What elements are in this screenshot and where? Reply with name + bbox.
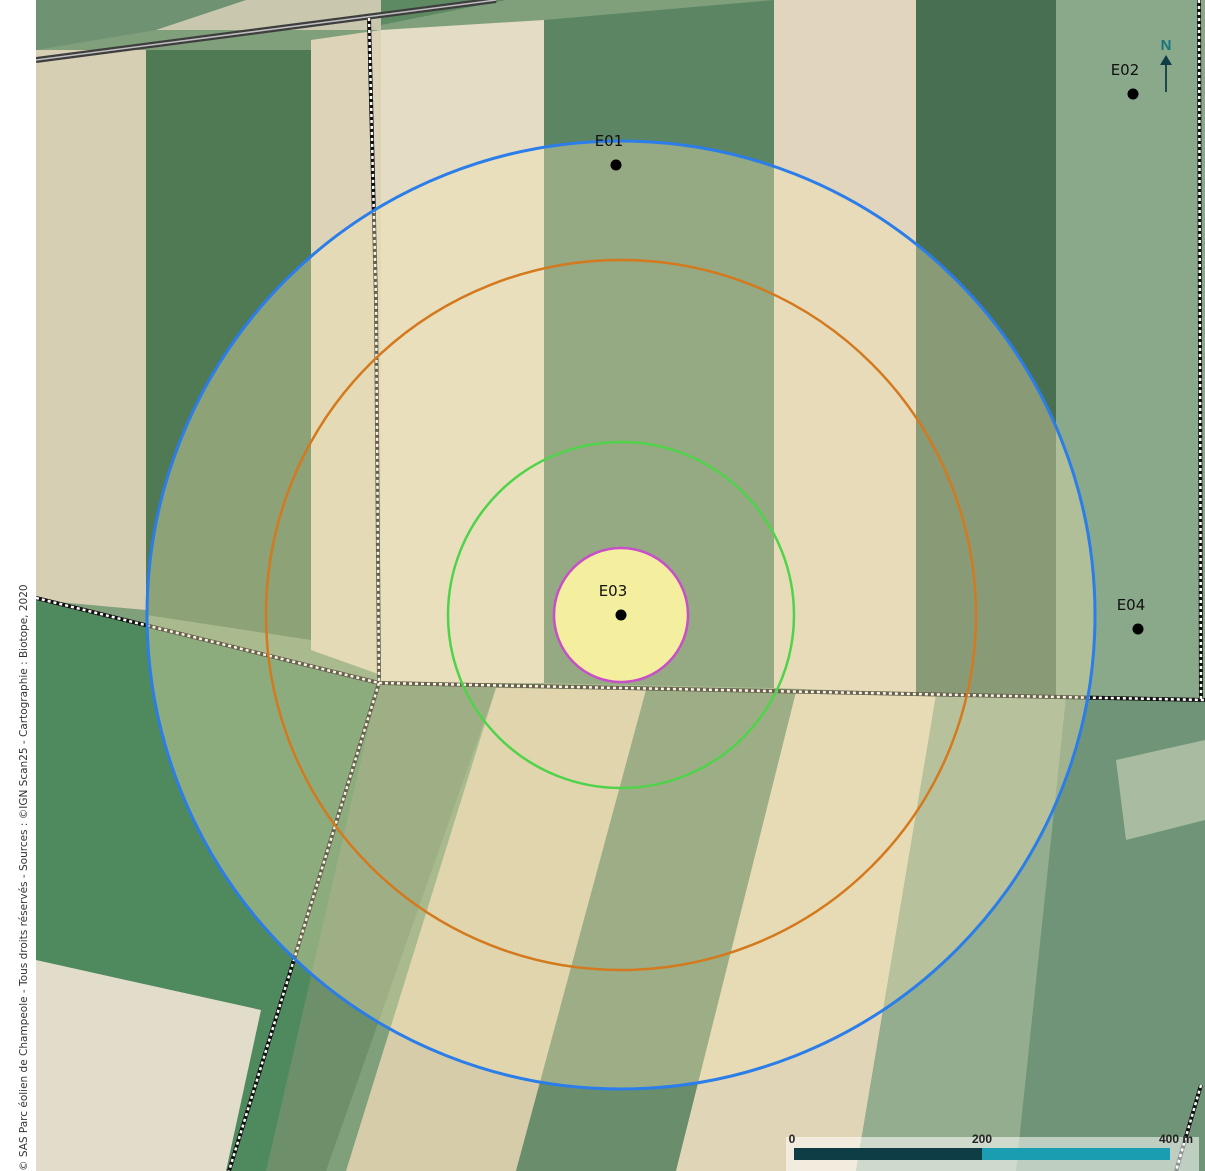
turbine-e01[interactable]: E01 <box>595 132 624 171</box>
lower-field-strips <box>36 600 1205 1171</box>
buffer-ring-second <box>264 258 978 972</box>
turbine-label-e02: E02 <box>1111 61 1140 79</box>
turbine-label-e04: E04 <box>1117 596 1146 614</box>
scale-label-0: 0 <box>789 1132 796 1146</box>
north-arrow: N <box>1160 37 1172 92</box>
aerial-map[interactable]: E01 E02 E03 E04 N 0 200 400 m <box>36 0 1205 1171</box>
buffer-ring-third <box>446 440 796 790</box>
north-arrow-icon <box>1160 55 1172 65</box>
scale-label-400: 400 m <box>1159 1132 1193 1146</box>
scale-bar: 0 200 400 m <box>786 1132 1199 1171</box>
scale-segment-light <box>982 1148 1170 1160</box>
turbine-e02[interactable]: E02 <box>1111 61 1140 100</box>
scale-segment-dark <box>794 1148 982 1160</box>
roads-and-boundaries <box>36 0 1205 1171</box>
upper-field-strips <box>36 0 1205 700</box>
credit-strip: © SAS Parc éolien de Champeole - Tous dr… <box>0 0 36 1171</box>
north-label: N <box>1161 37 1172 54</box>
copyright-credit: © SAS Parc éolien de Champeole - Tous dr… <box>18 584 30 1171</box>
turbine-e03[interactable]: E03 <box>599 582 628 621</box>
turbine-label-e01: E01 <box>595 132 624 150</box>
turbine-e04[interactable]: E04 <box>1117 596 1146 635</box>
turbine-label-e03: E03 <box>599 582 628 600</box>
scale-label-200: 200 <box>972 1132 992 1146</box>
